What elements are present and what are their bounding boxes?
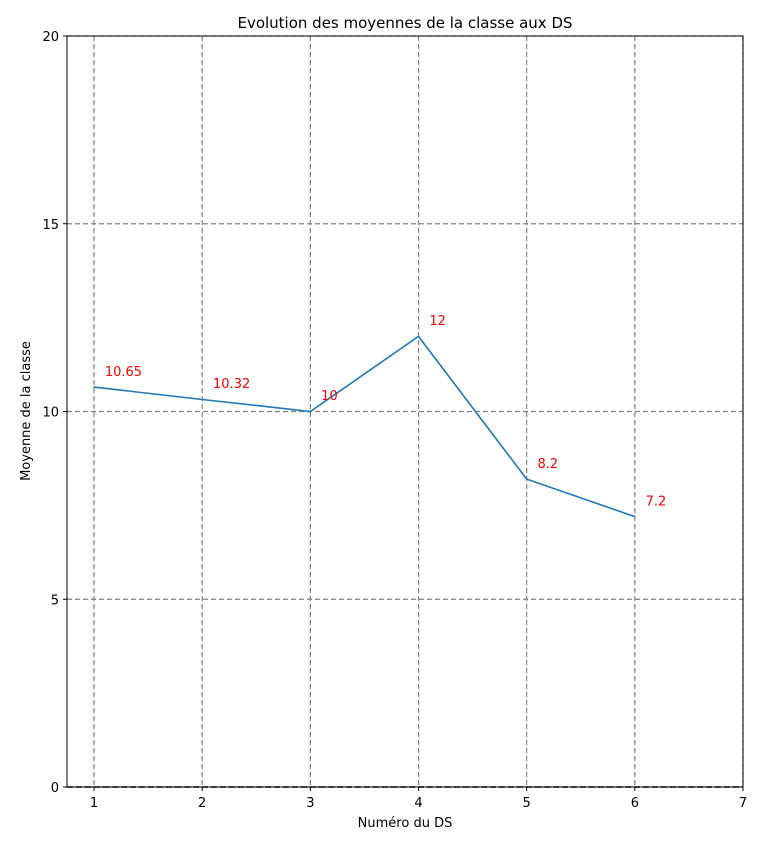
y-tick-label: 10 (42, 406, 59, 421)
data-label: 12 (429, 314, 446, 329)
series-line (93, 335, 636, 518)
x-axis-label: Numéro du DS (358, 816, 453, 831)
x-tick-label: 3 (306, 796, 314, 811)
y-tick-label: 5 (51, 593, 59, 608)
y-tick-label: 0 (51, 781, 59, 796)
y-tick-label: 15 (42, 218, 59, 233)
data-point (309, 410, 312, 413)
x-tick-label: 2 (198, 796, 206, 811)
data-point (634, 515, 636, 518)
chart-title: Evolution des moyennes de la classe aux … (237, 14, 572, 32)
data-label: 10.65 (105, 365, 142, 380)
x-tick-label: 5 (523, 796, 531, 811)
data-label: 7.2 (646, 494, 667, 509)
data-point (201, 398, 203, 401)
y-tick-label: 20 (42, 30, 59, 45)
data-label: 8.2 (537, 457, 558, 472)
data-point (93, 386, 95, 388)
x-tick-label: 4 (414, 796, 422, 811)
data-point (525, 478, 528, 480)
y-axis-label: Moyenne de la classe (19, 341, 34, 481)
data-label: 10.32 (213, 377, 250, 392)
x-tick-label: 7 (739, 796, 747, 811)
x-tick-label: 1 (90, 796, 98, 811)
data-label: 10 (321, 389, 338, 404)
x-tick-label: 6 (631, 796, 639, 811)
data-point (417, 335, 420, 338)
